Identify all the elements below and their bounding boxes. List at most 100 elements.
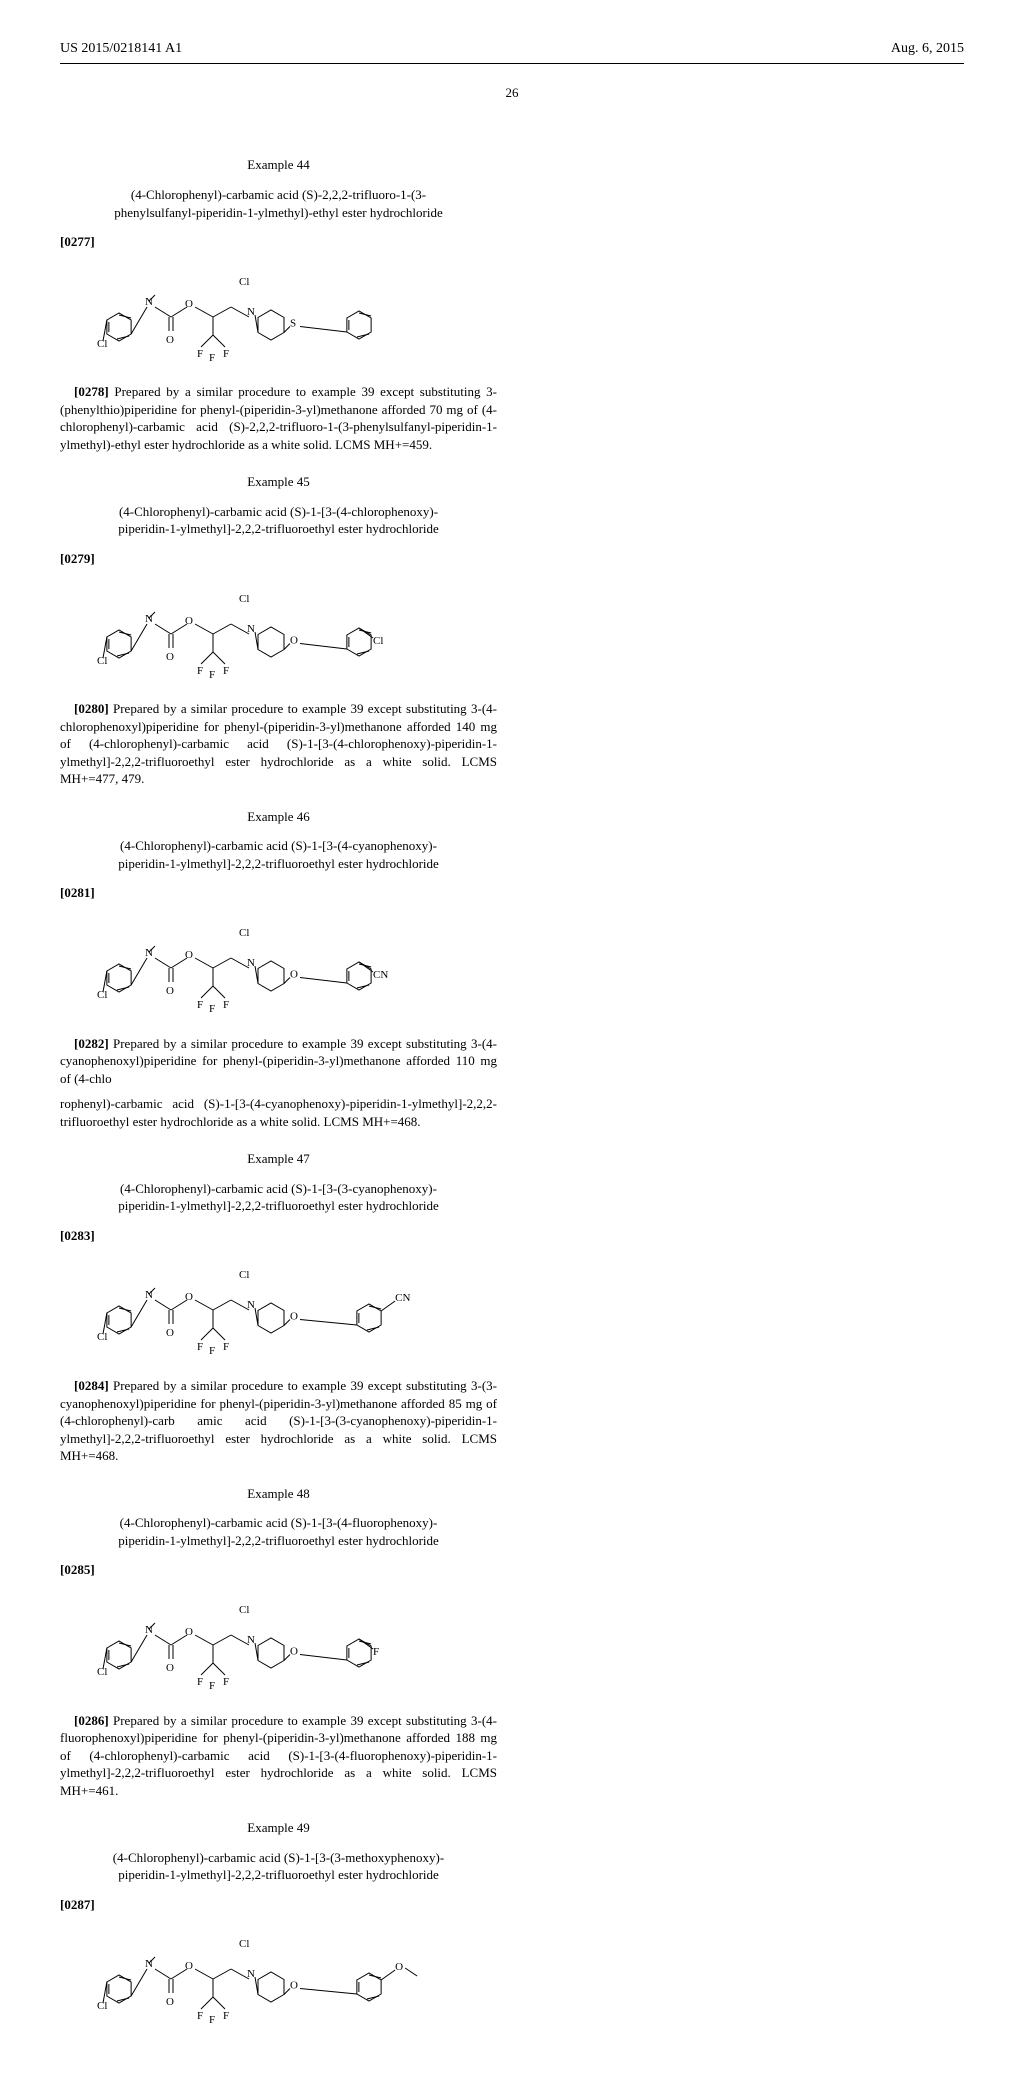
- paragraph-number: [0277]: [60, 234, 95, 249]
- svg-text:Cl: Cl: [239, 593, 249, 605]
- svg-text:Cl: Cl: [97, 338, 107, 350]
- paragraph-text: Prepared by a similar procedure to examp…: [60, 1713, 497, 1798]
- paragraph-text: Prepared by a similar procedure to examp…: [60, 1378, 497, 1463]
- paragraph-text: Prepared by a similar procedure to examp…: [60, 701, 497, 786]
- svg-text:F: F: [209, 669, 215, 681]
- paragraph-text: Prepared by a similar procedure to examp…: [60, 384, 497, 452]
- svg-text:F: F: [197, 2010, 203, 2022]
- paragraph-number: [0280]: [74, 701, 109, 716]
- compound-title: (4-Chlorophenyl)-carbamic acid (S)-1-[3-…: [99, 503, 459, 538]
- paragraph-number: [0286]: [74, 1713, 109, 1728]
- svg-text:F: F: [197, 1341, 203, 1353]
- svg-text:O: O: [166, 334, 174, 346]
- svg-text:F: F: [197, 348, 203, 360]
- svg-text:N: N: [247, 957, 255, 969]
- svg-text:O: O: [289, 1980, 297, 1992]
- content-columns: Example 44 (4-Chlorophenyl)-carbamic aci…: [60, 136, 964, 2046]
- chemical-structure: ClNOOFFFClNOCl: [60, 582, 497, 687]
- paragraph-number: [0281]: [60, 885, 95, 900]
- svg-text:Cl: Cl: [97, 989, 107, 1001]
- paragraph: [0282] Prepared by a similar procedure t…: [60, 1035, 497, 1088]
- example-heading: Example 45: [60, 473, 497, 491]
- svg-text:Cl: Cl: [97, 1331, 107, 1343]
- chemical-structure: ClNOOFFFClNOF: [60, 1593, 497, 1698]
- svg-text:Cl: Cl: [97, 2000, 107, 2012]
- chemical-structure: ClNOOFFFClNOCN: [60, 1258, 497, 1363]
- page-number: 26: [60, 84, 964, 102]
- svg-text:Cl: Cl: [239, 276, 249, 288]
- chemical-structure: ClNOOFFFClNOCN: [60, 916, 497, 1021]
- chemical-structure: ClNOOFFFClNS: [60, 265, 497, 370]
- svg-text:Cl: Cl: [239, 927, 249, 939]
- paragraph-continuation: rophenyl)-carbamic acid (S)-1-[3-(4-cyan…: [60, 1095, 497, 1130]
- svg-text:O: O: [166, 651, 174, 663]
- paragraph-text: Prepared by a similar procedure to examp…: [60, 1036, 497, 1086]
- publication-number: US 2015/0218141 A1: [60, 40, 182, 59]
- paragraph: [0280] Prepared by a similar procedure t…: [60, 700, 497, 788]
- svg-text:O: O: [289, 634, 297, 646]
- compound-title: (4-Chlorophenyl)-carbamic acid (S)-1-[3-…: [99, 1180, 459, 1215]
- svg-text:Cl: Cl: [97, 655, 107, 667]
- paragraph-number: [0282]: [74, 1036, 109, 1051]
- svg-text:S: S: [289, 317, 295, 329]
- svg-text:F: F: [373, 1646, 379, 1658]
- svg-text:F: F: [209, 1680, 215, 1692]
- svg-text:N: N: [247, 1968, 255, 1980]
- svg-text:F: F: [197, 1676, 203, 1688]
- svg-text:F: F: [223, 2010, 229, 2022]
- paragraph: [0283]: [60, 1227, 497, 1245]
- svg-text:F: F: [223, 665, 229, 677]
- paragraph: [0277]: [60, 233, 497, 251]
- example-heading: Example 44: [60, 156, 497, 174]
- svg-text:F: F: [223, 999, 229, 1011]
- svg-text:Cl: Cl: [373, 635, 383, 647]
- paragraph: [0279]: [60, 550, 497, 568]
- paragraph: [0281]: [60, 884, 497, 902]
- svg-text:O: O: [185, 949, 193, 961]
- paragraph: [0286] Prepared by a similar procedure t…: [60, 1712, 497, 1800]
- publication-date: Aug. 6, 2015: [891, 40, 964, 59]
- svg-text:O: O: [395, 1961, 403, 1973]
- svg-text:F: F: [209, 2014, 215, 2026]
- svg-text:F: F: [223, 1676, 229, 1688]
- svg-text:Cl: Cl: [97, 1666, 107, 1678]
- compound-title: (4-Chlorophenyl)-carbamic acid (S)-2,2,2…: [99, 186, 459, 221]
- paragraph-number: [0278]: [74, 384, 109, 399]
- paragraph-number: [0285]: [60, 1562, 95, 1577]
- svg-text:Cl: Cl: [239, 1938, 249, 1950]
- svg-text:O: O: [166, 1996, 174, 2008]
- example-heading: Example 47: [60, 1150, 497, 1168]
- compound-title: (4-Chlorophenyl)-carbamic acid (S)-1-[3-…: [99, 1849, 459, 1884]
- paragraph: [0287]: [60, 1896, 497, 1914]
- svg-text:F: F: [209, 352, 215, 364]
- svg-text:Cl: Cl: [239, 1604, 249, 1616]
- paragraph-number: [0279]: [60, 551, 95, 566]
- compound-title: (4-Chlorophenyl)-carbamic acid (S)-1-[3-…: [99, 1514, 459, 1549]
- svg-text:F: F: [223, 1341, 229, 1353]
- example-heading: Example 46: [60, 808, 497, 826]
- example-heading: Example 49: [60, 1819, 497, 1837]
- paragraph: [0285]: [60, 1561, 497, 1579]
- chemical-structure: ClNOOFFFClNOO: [60, 1927, 497, 2032]
- svg-text:F: F: [197, 999, 203, 1011]
- svg-text:O: O: [166, 985, 174, 997]
- svg-text:F: F: [209, 1003, 215, 1015]
- svg-text:O: O: [289, 1311, 297, 1323]
- svg-text:N: N: [247, 306, 255, 318]
- svg-text:O: O: [185, 1626, 193, 1638]
- paragraph-number: [0284]: [74, 1378, 109, 1393]
- svg-text:N: N: [247, 1299, 255, 1311]
- page-header: US 2015/0218141 A1 Aug. 6, 2015: [60, 40, 964, 64]
- svg-text:O: O: [185, 1291, 193, 1303]
- svg-text:O: O: [166, 1662, 174, 1674]
- svg-text:CN: CN: [373, 969, 388, 981]
- svg-text:F: F: [223, 348, 229, 360]
- svg-text:F: F: [197, 665, 203, 677]
- svg-text:Cl: Cl: [239, 1269, 249, 1281]
- svg-text:F: F: [209, 1345, 215, 1357]
- svg-text:O: O: [166, 1327, 174, 1339]
- paragraph-number: [0287]: [60, 1897, 95, 1912]
- svg-text:O: O: [185, 298, 193, 310]
- paragraph: [0278] Prepared by a similar procedure t…: [60, 383, 497, 453]
- svg-text:O: O: [289, 1645, 297, 1657]
